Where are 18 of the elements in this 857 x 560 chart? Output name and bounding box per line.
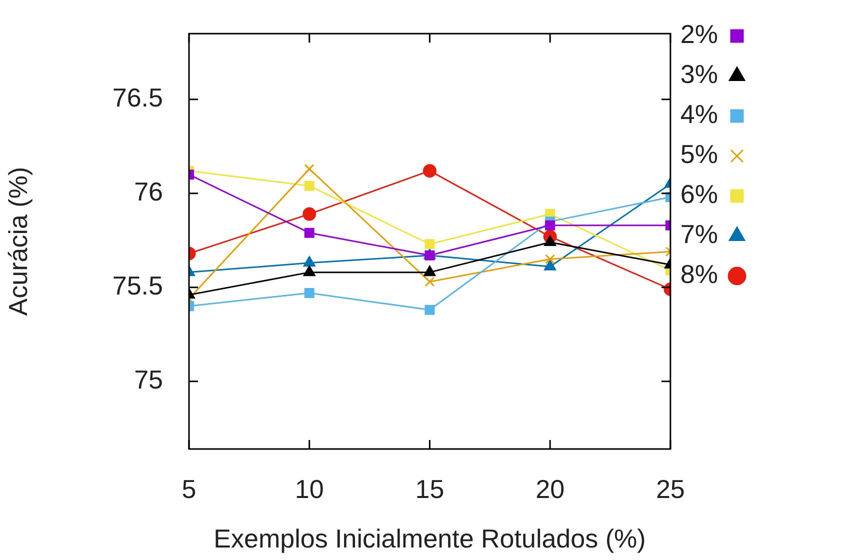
legend-label: 5% [680, 139, 718, 170]
x-tick-label: 25 [656, 474, 685, 504]
x-tick-label: 15 [415, 474, 444, 504]
x-tick-label: 5 [182, 474, 196, 504]
y-axis-title: Acurácia (%) [2, 166, 33, 316]
legend-label: 8% [680, 259, 718, 290]
legend-label: 2% [680, 19, 718, 50]
y-tick-label: 76 [134, 176, 163, 207]
y-tick-label: 76.5 [112, 82, 163, 113]
legend-label: 6% [680, 179, 718, 210]
x-tick-label: 10 [294, 474, 324, 504]
legend-label: 4% [680, 99, 718, 130]
x-tick-label: 20 [536, 474, 565, 504]
legend-label: 7% [680, 219, 718, 250]
x-axis-title: Exemplos Inicialmente Rotulados (%) [214, 524, 646, 554]
legend-label: 3% [680, 59, 718, 90]
y-tick-label: 75.5 [112, 270, 163, 301]
y-tick-label: 75 [134, 364, 163, 395]
